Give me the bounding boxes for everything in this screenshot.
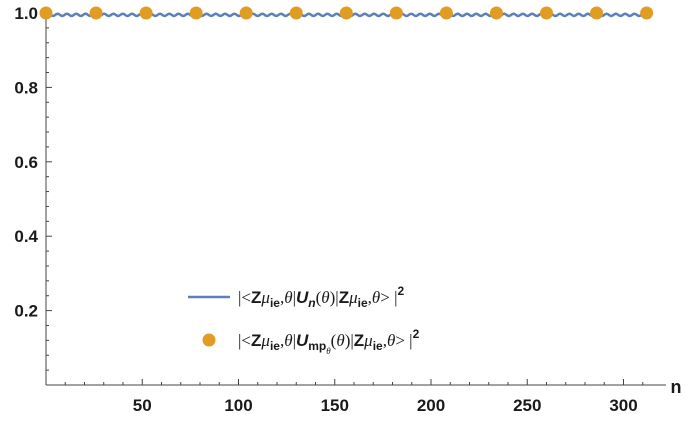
legend-label-2: |<Zμie,θ|Umpθ(θ)|Zμie,θ> |2: [238, 327, 420, 356]
series-point: [439, 6, 453, 20]
x-tick-label: 100: [224, 396, 252, 415]
legend: |<Zμie,θ|Un(θ)|Zμie,θ> |2 |<Zμie,θ|Umpθ(…: [188, 284, 420, 356]
legend-label-1: |<Zμie,θ|Un(θ)|Zμie,θ> |2: [238, 284, 405, 310]
x-tick-label: 150: [321, 396, 349, 415]
x-tick-label: 50: [133, 396, 152, 415]
series-point: [489, 6, 503, 20]
series-point: [189, 6, 203, 20]
y-tick-label: 0.6: [14, 153, 38, 172]
series-point: [289, 6, 303, 20]
series-point: [640, 6, 654, 20]
series-point: [590, 6, 604, 20]
x-axis-label: n: [671, 377, 682, 397]
series-point: [39, 6, 53, 20]
series-point: [139, 6, 153, 20]
series-point: [339, 6, 353, 20]
series-point: [89, 6, 103, 20]
y-tick-label: 0.8: [14, 78, 38, 97]
y-tick-label: 1.0: [14, 4, 38, 23]
series-layer: [39, 6, 654, 20]
series-point: [540, 6, 553, 20]
x-tick-label: 200: [417, 396, 445, 415]
series-point: [239, 6, 253, 20]
legend-point-swatch: [202, 333, 216, 347]
x-tick-label: 300: [609, 396, 637, 415]
series-point: [389, 6, 403, 20]
axes: 50 100 150 200 250 300 0.2 0.4 0.6 0.8 1.0 n: [14, 4, 681, 415]
x-tick-label: 250: [513, 396, 541, 415]
y-tick-label: 0.4: [14, 227, 38, 246]
y-tick-label: 0.2: [14, 302, 38, 321]
